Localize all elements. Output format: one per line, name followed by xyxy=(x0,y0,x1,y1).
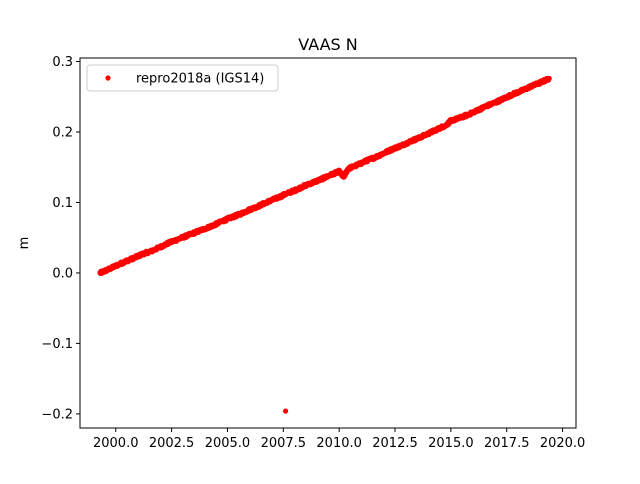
data-point xyxy=(175,236,181,242)
data-point xyxy=(519,87,525,94)
data-point xyxy=(148,248,155,254)
x-tick-label: 2007.5 xyxy=(261,436,307,451)
y-tick-label: −0.2 xyxy=(41,407,73,422)
data-point xyxy=(318,176,324,182)
data-point xyxy=(282,191,289,197)
x-tick-label: 2002.5 xyxy=(149,436,195,451)
data-point xyxy=(184,233,190,239)
data-point xyxy=(211,222,217,228)
x-tick-label: 2020.0 xyxy=(540,436,586,451)
y-tick-label: −0.1 xyxy=(41,337,73,352)
legend-marker xyxy=(105,75,111,81)
data-point xyxy=(309,180,315,186)
data-point xyxy=(537,80,543,86)
data-point xyxy=(282,408,289,414)
y-axis-label: m xyxy=(17,237,32,250)
data-point xyxy=(492,99,499,105)
data-point xyxy=(448,118,454,124)
data-point xyxy=(122,259,128,265)
data-point xyxy=(166,240,172,246)
data-point xyxy=(354,162,360,168)
y-tick-label: 0.1 xyxy=(52,196,73,211)
x-tick-label: 2012.5 xyxy=(372,436,418,451)
data-point xyxy=(390,146,396,152)
data-point xyxy=(220,218,226,224)
data-point xyxy=(247,206,253,213)
data-point xyxy=(291,187,298,194)
legend-box xyxy=(86,64,279,92)
data-point xyxy=(363,158,369,164)
data-point xyxy=(97,270,103,276)
x-tick-label: 2010.0 xyxy=(316,436,362,451)
y-tick-label: 0.0 xyxy=(52,266,73,281)
data-point xyxy=(274,195,280,201)
y-tick-label: 0.3 xyxy=(52,55,73,70)
x-axis-ticks: 2000.0 2002.5 2005.0 2007.5 2010.0 2012.5 2015… xyxy=(93,428,585,451)
data-point xyxy=(131,255,137,261)
data-point xyxy=(484,103,490,109)
data-point xyxy=(434,126,441,132)
data-point xyxy=(336,168,342,175)
data-point xyxy=(457,115,463,121)
legend: repro2018a (IGS14) xyxy=(86,64,279,92)
data-point xyxy=(229,214,235,220)
data-point xyxy=(113,263,119,269)
data-point xyxy=(417,135,423,141)
data-point xyxy=(139,251,146,257)
data-point xyxy=(157,244,164,250)
data-point xyxy=(408,138,414,144)
data-point xyxy=(546,75,552,82)
x-tick-label: 2017.5 xyxy=(484,436,530,451)
x-tick-label: 2005.0 xyxy=(205,436,251,451)
data-point xyxy=(399,142,405,148)
chart-title: VAAS N xyxy=(298,35,357,54)
data-point xyxy=(327,172,333,178)
data-point xyxy=(466,111,472,117)
data-point xyxy=(341,174,347,180)
data-points xyxy=(97,75,552,414)
data-point xyxy=(528,83,534,89)
data-point xyxy=(193,229,199,235)
data-point xyxy=(510,91,517,97)
data-point xyxy=(256,203,262,209)
x-tick-label: 2015.0 xyxy=(428,436,474,451)
data-point xyxy=(238,211,244,217)
data-point xyxy=(381,150,387,156)
data-point xyxy=(425,130,432,137)
plot-frame xyxy=(79,57,577,429)
data-point xyxy=(345,166,351,172)
y-axis-ticks: −0.2 −0.1 0.0 0.1 0.2 0.3 xyxy=(41,55,80,422)
data-point xyxy=(202,225,208,232)
data-point xyxy=(443,122,450,128)
x-tick-label: 2000.0 xyxy=(93,436,139,451)
y-tick-label: 0.2 xyxy=(52,126,73,141)
data-point xyxy=(501,95,508,101)
data-point xyxy=(104,267,110,273)
data-point xyxy=(475,107,481,113)
data-point xyxy=(265,199,271,205)
legend-entry-label: repro2018a (IGS14) xyxy=(136,72,264,87)
data-point xyxy=(372,154,378,160)
data-point xyxy=(300,183,307,189)
